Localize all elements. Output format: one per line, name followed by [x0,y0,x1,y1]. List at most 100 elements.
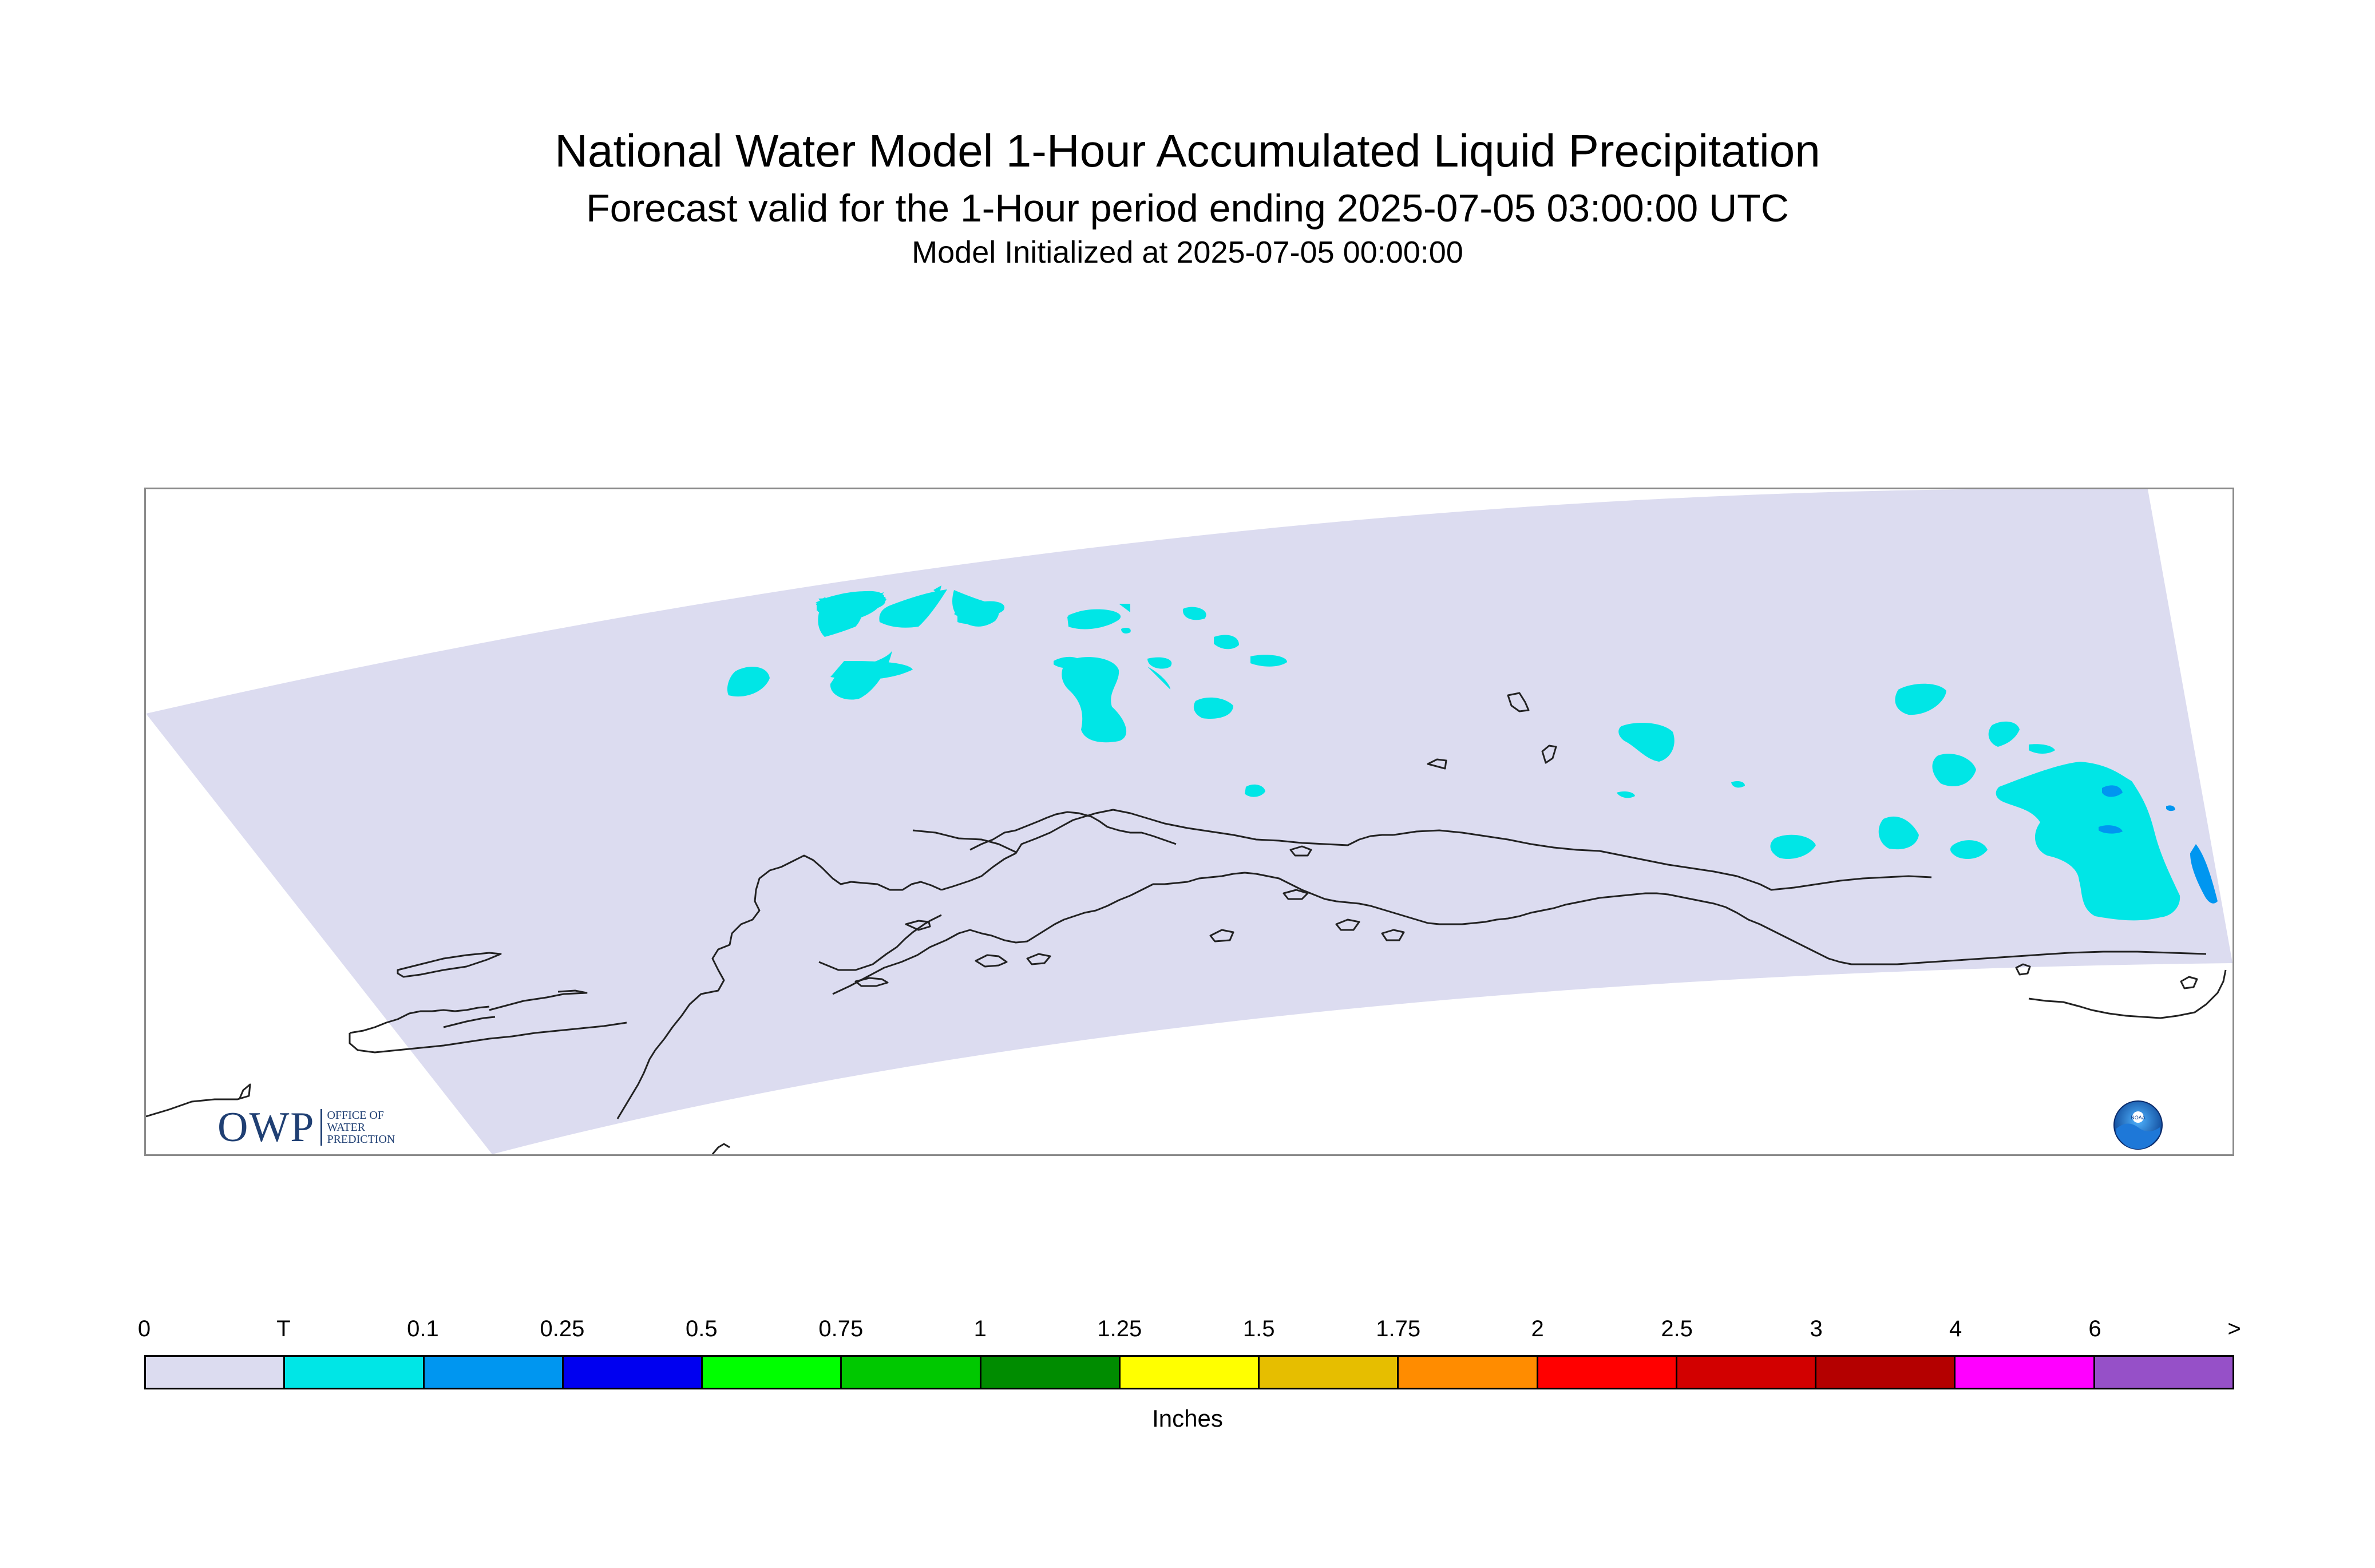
precip-area [2102,785,2123,797]
coastline-aleutian [818,914,942,971]
precip-areas-light [2099,785,2218,904]
map-subtitle: Forecast valid for the 1-Hour period end… [586,187,1789,230]
coastline-lower-left [146,1083,251,1118]
owp-logo-line-2: WATER [327,1120,366,1134]
precip-area [1250,655,1287,667]
precip-area [1121,628,1131,633]
model-init-time: Model Initialized at 2025-07-05 00:00:00 [912,235,1463,270]
colorbar-tick-label: 1.5 [1242,1316,1275,1341]
coastline-north [969,811,1177,851]
island [1026,953,1051,965]
island [2180,976,2198,989]
colorbar-cell [703,1357,842,1388]
island [1507,692,1530,712]
precip-area [1147,667,1170,690]
island [1541,745,1557,764]
colorbar [144,1355,2234,1389]
precip-area [1988,721,2020,747]
precip-area [1147,657,1172,669]
precip-area [879,589,947,628]
colorbar-tick-label: 0.1 [407,1316,439,1341]
colorbar-tick-label: 1.25 [1097,1316,1142,1341]
owp-logo-subtext: OFFICE OF WATER PREDICTION [327,1109,395,1146]
boundary-line [2028,997,2195,1019]
colorbar-cell [1399,1357,1538,1388]
coastline-sw-2 [443,1016,496,1028]
colorbar-cell [285,1357,425,1388]
colorbar-tick-label: 3 [1810,1316,1823,1341]
precip-area [1245,784,1265,797]
colorbar-cell [981,1357,1121,1388]
precip-area [1182,607,1206,620]
colorbar-tick-label: 0.5 [686,1316,718,1341]
colorbar-tick-label: 6 [2088,1316,2101,1341]
colorbar-cell [146,1357,286,1388]
precip-area [830,651,892,700]
colorbar-tick-label: 2.5 [1661,1316,1693,1341]
precip-area [1731,781,1745,788]
coastline-west [654,854,942,1051]
precip-area [1193,697,1233,719]
colorbar-cell [1120,1357,1260,1388]
precip-area [821,601,881,623]
colorbar-cell [2095,1357,2232,1388]
precip-area [1950,840,1988,859]
coastline-panhandle [1863,951,2207,965]
coastline-south [1130,872,1863,965]
precip-area [1895,683,1946,715]
precip-area [1770,834,1816,859]
island [2015,963,2031,976]
precip-area [1068,611,1099,625]
alaska-precip-map [146,489,2232,1154]
owp-logo: OWP OFFICE OF WATER PREDICTION [217,1103,395,1151]
island [1282,889,1309,900]
coastline-kotzebue [912,829,1016,853]
precip-area [1618,723,1675,762]
noaa-logo: NOAA [2113,1100,2163,1150]
colorbar-tick-labels: 0 T 0.1 0.25 0.5 0.75 1 1.25 1.5 1.75 2 2.5 3 4 6 > [138,1316,2241,1345]
colorbar-cell [842,1357,981,1388]
colorbar-cell [424,1357,564,1388]
precip-area [727,667,770,697]
precip-area [1932,754,1976,787]
island [975,954,1008,968]
island [1209,929,1234,943]
precip-area [1617,791,1635,798]
precip-area [2029,744,2055,754]
colorbar-tick-label: 0.25 [540,1316,585,1341]
island [905,920,931,931]
noaa-logo-text: NOAA [2131,1115,2146,1120]
map-panel [144,488,2234,1156]
colorbar-cell [1956,1357,2095,1388]
colorbar-tick-label: T [276,1316,291,1341]
precip-area [2166,805,2175,811]
coastline-west-2 [616,1050,656,1119]
precip-area [933,585,941,595]
owp-logo-letters: OWP [217,1103,315,1151]
island [854,977,889,987]
colorbar-cell [1677,1357,1817,1388]
coastline-peninsula [832,894,1131,995]
coastline-arctic [941,809,1394,891]
coastline-far-sw [349,1005,490,1034]
coastline-bottom [711,1143,730,1154]
owp-logo-divider [320,1109,323,1146]
island [1427,758,1447,770]
coastlines [146,692,2227,1154]
owp-logo-line-3: PREDICTION [327,1133,395,1146]
island [397,952,502,978]
colorbar-tick-label: 2 [1531,1316,1544,1341]
precip-area [1878,816,1919,850]
colorbar-cell [563,1357,703,1388]
precip-real [727,601,2180,921]
colorbar-cell [1816,1357,1956,1388]
colorbar-cell [1260,1357,1399,1388]
colorbar-cell [1538,1357,1677,1388]
precip-area [1996,762,2180,921]
colorbar-tick-label: 1 [973,1316,987,1341]
coastline-east [2194,969,2227,1013]
coastline-arctic-east [1393,829,1932,891]
precip-area [1062,657,1127,743]
island [1289,845,1312,857]
precip-area [2099,825,2123,834]
